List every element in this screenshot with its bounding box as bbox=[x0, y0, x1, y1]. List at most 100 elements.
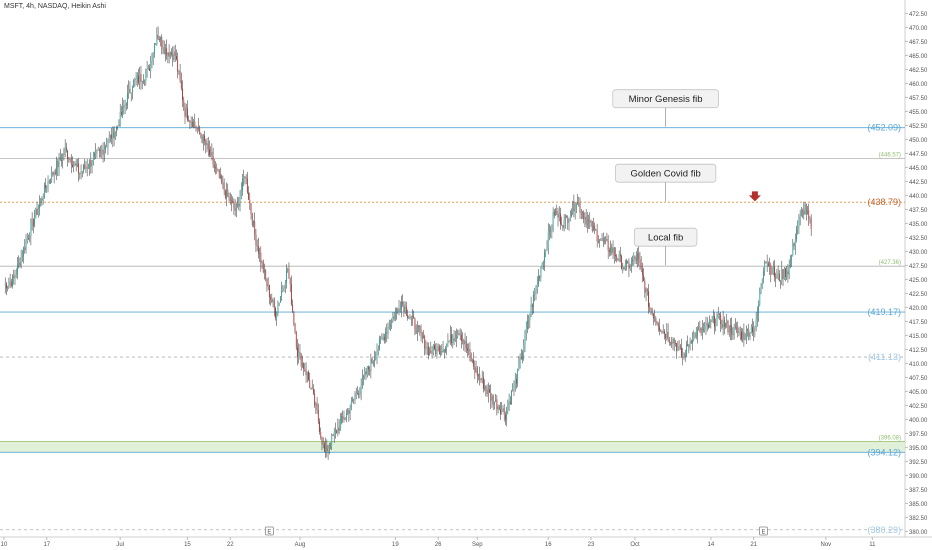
candle-body bbox=[744, 338, 746, 340]
candle-body bbox=[292, 304, 294, 312]
candle-body bbox=[359, 391, 361, 395]
candle-body bbox=[730, 325, 731, 332]
candle-body bbox=[391, 319, 393, 326]
candle-body bbox=[522, 352, 523, 360]
support-zone bbox=[0, 441, 905, 453]
y-tick-label: 412.50 bbox=[909, 348, 928, 354]
candle-body bbox=[796, 228, 797, 240]
candle-body bbox=[229, 197, 231, 204]
candle-body bbox=[386, 332, 388, 334]
candle-body bbox=[188, 119, 190, 122]
x-tick-label: 26 bbox=[435, 542, 442, 548]
candle-body bbox=[536, 284, 538, 287]
candle-body bbox=[772, 267, 774, 274]
candle-body bbox=[438, 346, 440, 355]
candle-body bbox=[376, 352, 378, 359]
candle-body bbox=[551, 225, 553, 231]
candle-body bbox=[184, 106, 186, 117]
candle-body bbox=[83, 165, 84, 172]
candle-body bbox=[301, 362, 303, 367]
candle-body bbox=[663, 331, 665, 335]
candle-body bbox=[26, 238, 28, 242]
candle-body bbox=[409, 317, 411, 318]
candle-body bbox=[606, 238, 608, 241]
earnings-icon[interactable] bbox=[759, 526, 768, 536]
candle-body bbox=[279, 296, 281, 303]
y-tick-label: 387.50 bbox=[909, 488, 928, 494]
candle-body bbox=[694, 332, 696, 334]
candle-body bbox=[207, 143, 209, 150]
candle-body bbox=[30, 222, 32, 237]
candle-body bbox=[73, 164, 75, 168]
candle-body bbox=[41, 198, 43, 201]
candle-body bbox=[156, 34, 158, 44]
candle-body bbox=[20, 257, 22, 266]
candle-body bbox=[708, 324, 709, 328]
candle-body bbox=[445, 348, 446, 353]
candle-body bbox=[679, 346, 681, 348]
candle-body bbox=[469, 349, 471, 355]
candle-body bbox=[584, 216, 586, 220]
candle-body bbox=[776, 277, 778, 279]
candle-body bbox=[600, 240, 602, 241]
candle-body bbox=[573, 201, 575, 212]
y-tick-label: 422.50 bbox=[909, 292, 928, 298]
candle-body bbox=[357, 393, 358, 395]
candle-body bbox=[32, 218, 34, 226]
candle-body bbox=[152, 52, 154, 61]
earnings-icon[interactable] bbox=[264, 526, 274, 536]
candle-body bbox=[370, 358, 372, 372]
candle-body bbox=[626, 261, 627, 265]
candle-body bbox=[732, 334, 734, 336]
candle-body bbox=[758, 304, 760, 314]
candle-body bbox=[281, 290, 283, 297]
candle-body bbox=[114, 131, 116, 139]
candle-body bbox=[793, 243, 795, 247]
candle-body bbox=[54, 172, 56, 174]
candle-body bbox=[595, 229, 597, 231]
candle-body bbox=[597, 241, 599, 242]
candle-body bbox=[748, 329, 750, 338]
candle-body bbox=[348, 410, 350, 414]
candle-body bbox=[385, 332, 386, 341]
candle-body bbox=[753, 328, 755, 333]
candle-body bbox=[747, 329, 748, 331]
candle-body bbox=[163, 49, 165, 54]
candle-body bbox=[719, 313, 720, 315]
candle-body bbox=[25, 241, 27, 251]
candle-body bbox=[725, 323, 726, 327]
candle-body bbox=[172, 54, 174, 61]
candle-body bbox=[360, 385, 362, 392]
candle-body bbox=[161, 36, 163, 48]
candle-body bbox=[808, 210, 810, 219]
x-tick-label: 21 bbox=[750, 542, 757, 548]
candle-body bbox=[617, 259, 619, 261]
candle-body bbox=[332, 434, 334, 436]
candle-body bbox=[123, 106, 125, 108]
candle-body bbox=[531, 304, 533, 307]
candle-body bbox=[432, 345, 434, 354]
candle-body bbox=[17, 264, 18, 275]
candle-body bbox=[50, 181, 51, 183]
candle-body bbox=[777, 273, 779, 278]
candle-body bbox=[106, 146, 108, 148]
candle-body bbox=[165, 48, 166, 54]
candle-body bbox=[299, 352, 301, 354]
candle-body bbox=[306, 371, 308, 376]
candle-body bbox=[160, 36, 161, 41]
fib-level-label: (446.57) bbox=[879, 153, 901, 159]
candle-body bbox=[377, 349, 379, 353]
candle-body bbox=[619, 254, 621, 256]
y-tick-label: 380.00 bbox=[909, 530, 928, 536]
candle-body bbox=[460, 334, 462, 341]
candle-body bbox=[698, 329, 700, 331]
candle-body bbox=[379, 339, 380, 350]
x-tick-label: Oct bbox=[630, 542, 640, 548]
candle-body bbox=[314, 393, 316, 406]
x-tick-label: 22 bbox=[227, 542, 234, 548]
candle-body bbox=[588, 220, 590, 222]
y-tick-label: 392.50 bbox=[909, 460, 928, 466]
candle-body bbox=[56, 161, 58, 174]
candle-body bbox=[501, 410, 503, 415]
